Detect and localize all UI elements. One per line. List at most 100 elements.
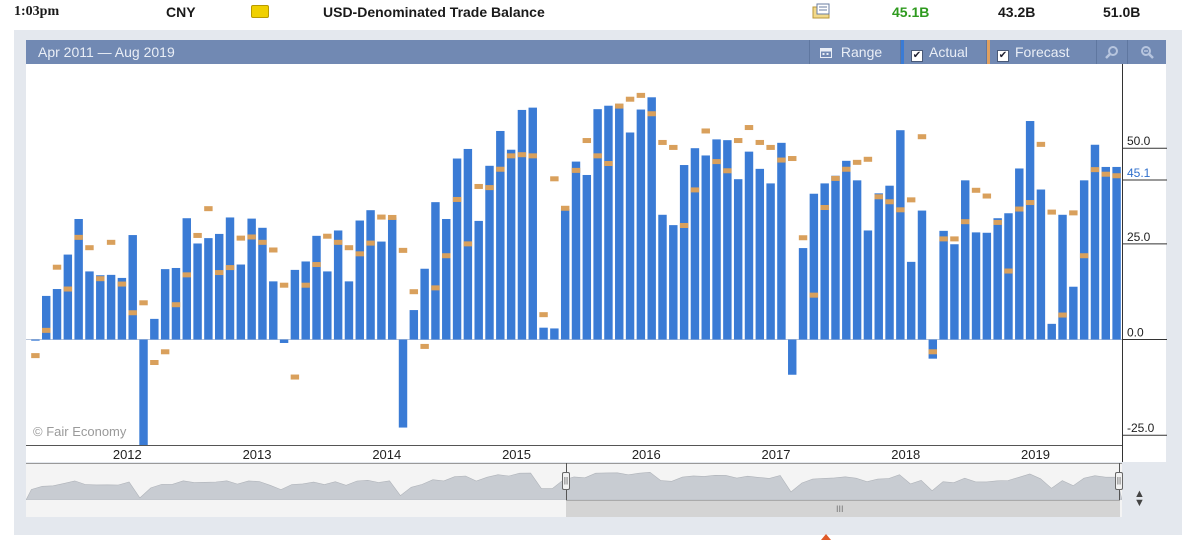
- scrollbar-grip-icon[interactable]: III: [836, 504, 844, 514]
- actual-bar-2013-12: [377, 241, 386, 340]
- actual-bar-2011-05: [42, 295, 51, 340]
- forecast-toggle[interactable]: ✔ Forecast: [986, 40, 1086, 64]
- actual-bar-2015-12: [636, 109, 646, 340]
- navigator-area: [25, 471, 1123, 501]
- actual-bar-2014-10: [485, 165, 494, 340]
- actual-bar-2017-09: [863, 230, 873, 340]
- actual-bar-2019-01: [1036, 189, 1046, 340]
- forecast-marker-2013-11: [366, 240, 375, 246]
- forecast-marker-2018-05: [950, 236, 959, 242]
- actual-bar-2013-08: [333, 230, 343, 340]
- navigator-left-handle[interactable]: ||: [562, 472, 570, 490]
- forecast-marker-2013-09: [344, 245, 354, 251]
- actual-bar-2014-12: [506, 149, 516, 340]
- actual-bar-2017-10: [874, 193, 883, 340]
- actual-bar-2019-06: [1090, 144, 1100, 340]
- actual-bar-2012-11: [236, 264, 246, 340]
- actual-bar-2017-04: [809, 193, 819, 340]
- chart-header-bar: Apr 2011 — Aug 2019 Range ✔ Actual ✔ Forec…: [26, 40, 1166, 64]
- forecast-marker-2017-01: [777, 157, 786, 163]
- actual-bar-2018-02: [917, 210, 927, 340]
- actual-bar-2016-08: [723, 140, 732, 340]
- row-pointer-arrow-icon: [821, 534, 831, 540]
- actual-checkbox[interactable]: ✔: [911, 50, 923, 62]
- calendar-event-row[interactable]: 1:03pm CNY USD-Denominated Trade Balance…: [0, 0, 1192, 26]
- forecast-marker-2013-12: [377, 214, 386, 220]
- forecast-marker-2018-03: [928, 349, 938, 355]
- x-tick-label-2012: 2012: [113, 447, 142, 462]
- actual-bar-2015-08: [593, 109, 602, 340]
- actual-bar-2011-09: [85, 271, 94, 340]
- event-time: 1:03pm: [14, 4, 60, 19]
- event-previous-value: 51.0B: [1103, 4, 1141, 20]
- forecast-marker-2016-07: [712, 159, 721, 165]
- actual-bar-2015-06: [571, 161, 581, 340]
- actual-bar-2019-07: [1101, 166, 1110, 340]
- forecast-checkbox[interactable]: ✔: [997, 50, 1009, 62]
- forecast-marker-2012-05: [171, 302, 181, 308]
- actual-bar-2013-02: [269, 281, 278, 340]
- forecast-marker-2014-01: [387, 214, 397, 220]
- forecast-marker-2015-05: [560, 205, 570, 211]
- detail-document-icon[interactable]: [812, 3, 832, 19]
- actual-bar-2013-09: [344, 281, 354, 340]
- forecast-marker-2012-08: [204, 206, 213, 212]
- plot-area[interactable]: [26, 64, 1122, 462]
- actual-bar-2015-09: [604, 105, 613, 340]
- calendar-icon: [820, 44, 841, 60]
- actual-bar-2016-12: [766, 183, 775, 340]
- forecast-marker-2013-03: [279, 282, 289, 288]
- forecast-marker-2011-06: [52, 264, 62, 270]
- impact-folder-icon[interactable]: [251, 5, 269, 18]
- forecast-marker-2011-12: [117, 281, 127, 287]
- actual-bar-2018-07: [971, 232, 981, 340]
- y-tick-label-3: -25.0: [1127, 421, 1155, 435]
- forecast-marker-2015-07: [582, 138, 592, 144]
- actual-bar-2011-06: [52, 289, 62, 340]
- forecast-marker-2018-12: [1025, 200, 1035, 206]
- actual-bar-2018-09: [993, 218, 1002, 340]
- forecast-marker-2011-11: [106, 239, 116, 245]
- forecast-marker-2013-01: [258, 239, 267, 245]
- forecast-marker-2016-02: [658, 139, 667, 145]
- forecast-marker-2017-06: [831, 175, 840, 181]
- zoom-in-button[interactable]: [1096, 40, 1126, 64]
- forecast-marker-2015-02: [528, 153, 537, 159]
- actual-bar-2011-08: [74, 218, 83, 340]
- actual-bar-2013-01: [258, 227, 267, 340]
- actual-bar-2014-03: [409, 310, 419, 340]
- actual-toggle[interactable]: ✔ Actual: [900, 40, 986, 64]
- zoom-out-button[interactable]: [1127, 40, 1165, 64]
- forecast-marker-2018-09: [993, 219, 1002, 225]
- forecast-marker-2014-06: [442, 253, 451, 259]
- forecast-marker-2013-07: [323, 233, 332, 239]
- forecast-marker-2014-12: [506, 153, 516, 159]
- actual-bar-2016-11: [755, 168, 765, 340]
- forecast-marker-2012-10: [225, 265, 235, 271]
- forecast-marker-2017-07: [842, 166, 851, 172]
- forecast-marker-2015-11: [625, 96, 635, 102]
- actual-bar-2018-03: [928, 339, 938, 359]
- forecast-marker-2019-01: [1036, 141, 1046, 147]
- actual-bar-2019-08: [1112, 166, 1121, 340]
- actual-bar-2016-02: [658, 214, 667, 340]
- actual-bar-2011-12: [117, 277, 127, 340]
- navigator-right-handle[interactable]: ||: [1115, 472, 1123, 490]
- event-title[interactable]: USD-Denominated Trade Balance: [323, 4, 545, 20]
- forecast-marker-2015-09: [604, 161, 613, 166]
- forecast-marker-2017-04: [809, 292, 819, 298]
- actual-bar-2011-04: [31, 339, 40, 341]
- actual-bar-2016-04: [679, 165, 689, 340]
- forecast-marker-2012-02: [139, 300, 148, 306]
- range-button[interactable]: Range: [809, 40, 900, 64]
- navigator-scrollbar[interactable]: [566, 500, 1120, 517]
- actual-bar-2015-04: [550, 328, 559, 340]
- event-actual-value: 45.1B: [892, 4, 930, 20]
- navigator-expand-arrows-icon[interactable]: ▲ ▼: [1134, 488, 1145, 509]
- forecast-marker-2012-04: [160, 349, 170, 355]
- forecast-marker-2012-06: [182, 272, 191, 278]
- actual-bar-2016-03: [669, 225, 678, 340]
- actual-bar-2017-05: [820, 183, 829, 340]
- actual-bar-2012-12: [247, 218, 256, 340]
- forecast-marker-2018-06: [961, 219, 970, 225]
